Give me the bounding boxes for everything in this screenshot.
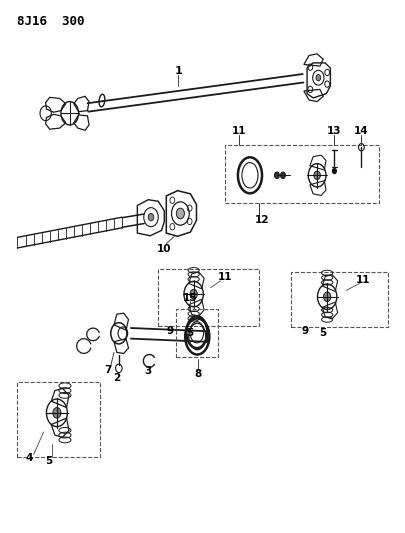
Circle shape (190, 289, 197, 299)
Text: 12: 12 (255, 215, 269, 225)
Bar (291, 272, 388, 327)
Circle shape (333, 168, 337, 174)
Circle shape (275, 172, 279, 179)
Text: 13: 13 (327, 126, 342, 136)
Circle shape (314, 171, 320, 180)
Text: 5: 5 (320, 328, 327, 338)
Text: 11: 11 (217, 272, 232, 282)
Bar (158, 269, 259, 326)
Text: 3: 3 (145, 367, 152, 376)
Text: 14: 14 (354, 126, 369, 136)
Text: 11: 11 (231, 126, 246, 136)
Text: 11: 11 (356, 274, 371, 285)
Bar (176, 309, 218, 357)
Text: 1: 1 (175, 67, 182, 76)
Circle shape (324, 292, 331, 302)
Circle shape (176, 208, 184, 219)
Text: 9: 9 (301, 326, 309, 336)
Text: 2: 2 (113, 373, 120, 383)
Text: 5: 5 (45, 456, 53, 466)
Text: 7: 7 (104, 365, 112, 375)
Text: 9: 9 (167, 326, 174, 336)
Circle shape (316, 75, 321, 81)
Text: 8J16  300: 8J16 300 (17, 14, 85, 28)
Text: 8: 8 (195, 369, 202, 378)
Bar (17, 382, 100, 457)
Text: 15: 15 (182, 293, 197, 303)
Circle shape (281, 172, 286, 179)
Circle shape (53, 408, 61, 418)
Text: 5: 5 (186, 328, 193, 338)
Bar (225, 144, 379, 203)
Circle shape (148, 214, 154, 221)
Text: 4: 4 (25, 454, 32, 463)
Text: 10: 10 (157, 244, 172, 254)
